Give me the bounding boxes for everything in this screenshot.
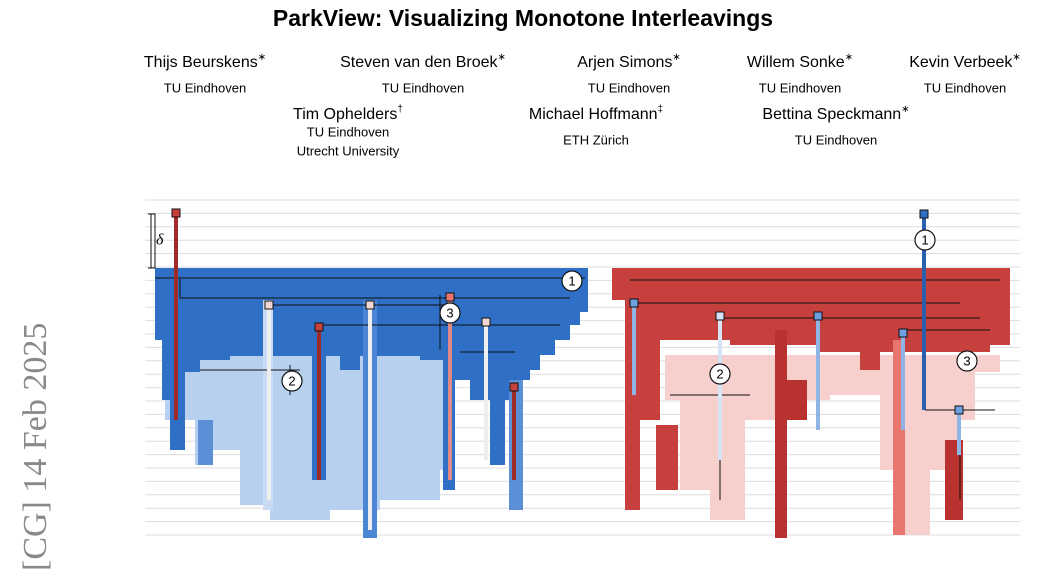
red-area-light (665, 355, 1000, 535)
pins (171, 208, 964, 530)
blue-area-light (165, 355, 450, 520)
author-name: Bettina Speckmann∗ (762, 104, 909, 124)
name: Steven van den Broek (340, 54, 498, 71)
label-circle (561, 270, 583, 292)
affiliation: Utrecht University (297, 143, 400, 158)
author-name: Willem Sonke∗ (747, 52, 853, 72)
author-mark: ‡ (658, 104, 664, 115)
author-mark: ∗ (258, 52, 266, 63)
label-number: 1 (568, 273, 575, 288)
affiliation: TU Eindhoven (164, 80, 246, 95)
author-name: Tim Ophelders† (293, 104, 403, 124)
author-name: Kevin Verbeek∗ (909, 52, 1021, 72)
arxiv-sidebar: [CG] 14 Feb 2025 (17, 323, 54, 571)
label-circle (439, 302, 461, 324)
author-name: Steven van den Broek∗ (340, 52, 506, 72)
affiliation: TU Eindhoven (307, 124, 389, 139)
affiliation: TU Eindhoven (382, 80, 464, 95)
label-circle (281, 370, 303, 392)
name: Arjen Simons (577, 54, 672, 71)
name: Michael Hoffmann (529, 106, 658, 123)
label-number: 2 (288, 373, 295, 388)
red-bar (785, 380, 807, 420)
label-number: 2 (716, 366, 723, 381)
blue-bar (198, 420, 213, 465)
red-bar (656, 425, 678, 490)
red-area (612, 268, 1010, 510)
name: Willem Sonke (747, 54, 845, 71)
author-name: Arjen Simons∗ (577, 52, 681, 72)
author-name: Michael Hoffmann‡ (529, 104, 663, 124)
label-number: 3 (446, 305, 453, 320)
label-number: 1 (921, 232, 928, 247)
label-circle (956, 350, 978, 372)
author-mark: ∗ (845, 52, 853, 63)
name: Thijs Beurskens (144, 54, 258, 71)
name: Bettina Speckmann (762, 106, 901, 123)
red-bar (945, 440, 963, 520)
author-mark: ∗ (498, 52, 506, 63)
author-mark: † (397, 104, 403, 115)
author-mark: ∗ (901, 104, 909, 115)
label-circle (914, 229, 936, 251)
name: Kevin Verbeek (909, 54, 1013, 71)
affiliation: TU Eindhoven (795, 132, 877, 147)
author-mark: ∗ (1012, 52, 1020, 63)
label-circle (709, 363, 731, 385)
name: Tim Ophelders (293, 106, 397, 123)
label-number: 3 (963, 353, 970, 368)
author-mark: ∗ (672, 52, 680, 63)
title: ParkView: Visualizing Monotone Interleav… (273, 5, 773, 31)
red-bar (775, 330, 787, 538)
author-name: Thijs Beurskens∗ (144, 52, 266, 72)
affiliation: TU Eindhoven (924, 80, 1006, 95)
affiliation: ETH Zürich (563, 132, 629, 147)
delta-label: δ (156, 232, 164, 249)
affiliation: TU Eindhoven (588, 80, 670, 95)
affiliation: TU Eindhoven (759, 80, 841, 95)
